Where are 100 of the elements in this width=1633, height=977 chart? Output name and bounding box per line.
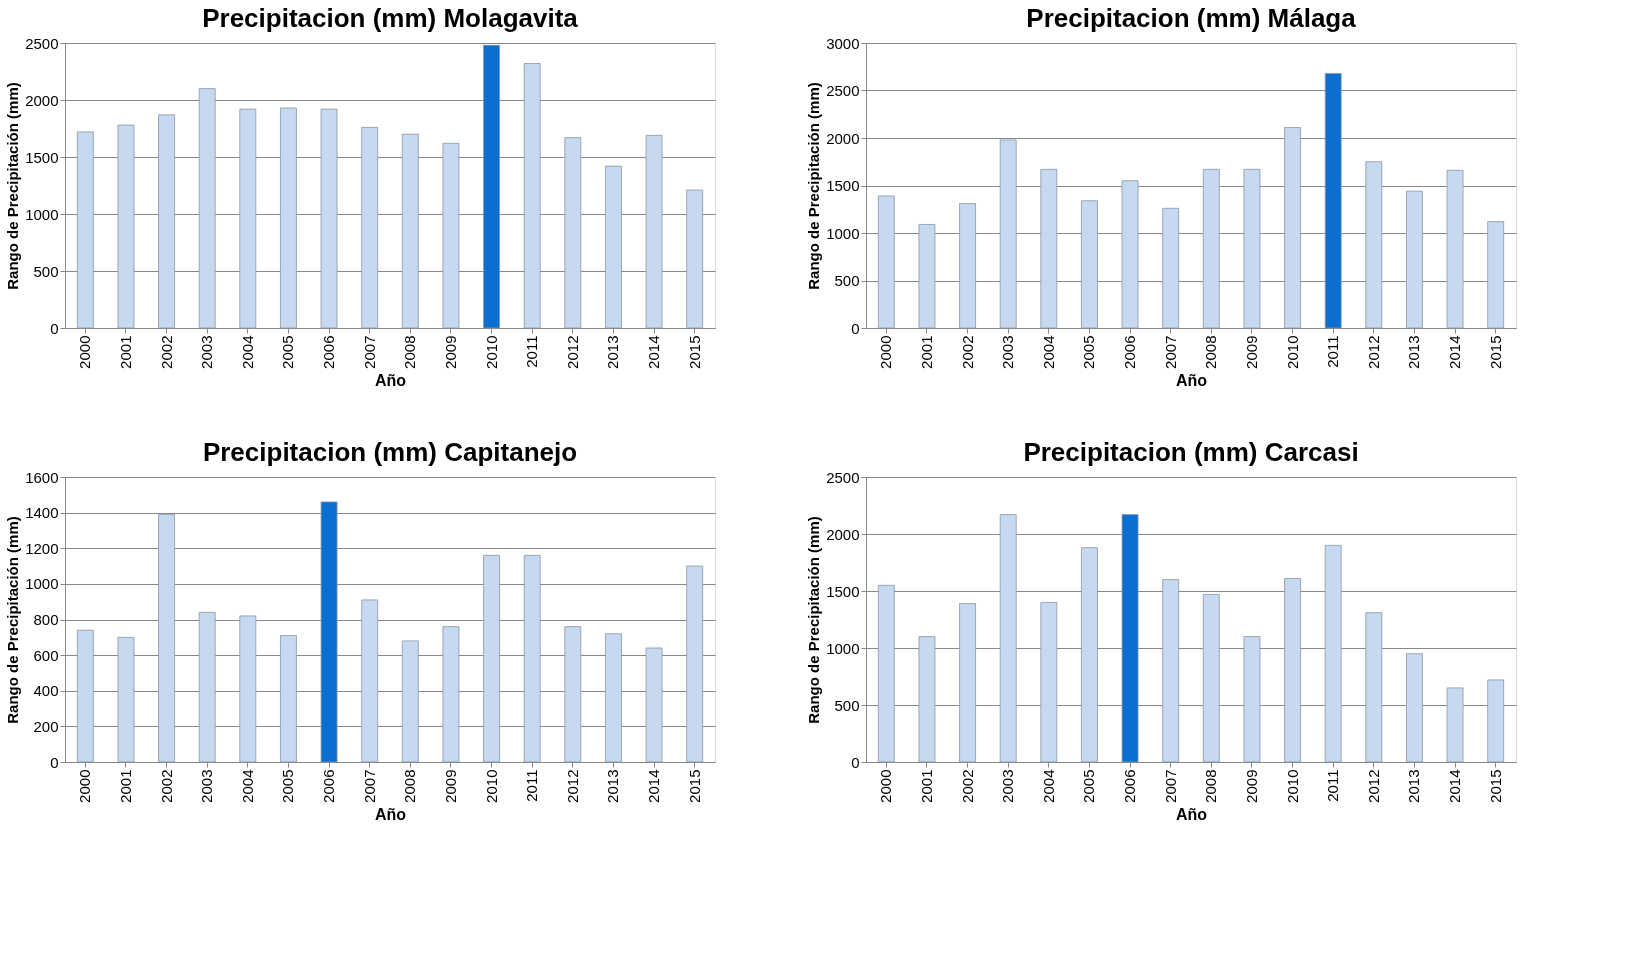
bar bbox=[1243, 636, 1261, 763]
x-tick-label: 2002 bbox=[958, 769, 976, 803]
bar bbox=[1040, 602, 1058, 763]
x-tick-label: 2003 bbox=[999, 335, 1017, 369]
x-tick-label: 2000 bbox=[76, 335, 94, 369]
x-tick-label: 2012 bbox=[1364, 335, 1382, 369]
y-tick-label: 0 bbox=[50, 753, 59, 771]
x-tick-label: 2012 bbox=[1364, 769, 1382, 803]
x-tick-label: 2013 bbox=[1405, 769, 1423, 803]
y-tick-label: 500 bbox=[834, 272, 860, 289]
x-tick-label: 2007 bbox=[360, 335, 378, 369]
bar bbox=[1162, 207, 1180, 329]
bar bbox=[117, 636, 135, 763]
x-tick-label: 2011 bbox=[523, 335, 541, 368]
y-tick-label: 0 bbox=[851, 319, 860, 337]
y-tick-label: 1000 bbox=[25, 575, 59, 593]
bar bbox=[523, 63, 541, 329]
x-tick-label: 2011 bbox=[1324, 335, 1342, 368]
bar bbox=[76, 629, 94, 763]
y-axis-title: Rango de Precipitación (mm) bbox=[4, 82, 22, 290]
bar bbox=[1365, 612, 1383, 763]
y-tick-label: 500 bbox=[834, 696, 860, 714]
x-tick-label: 2005 bbox=[279, 335, 297, 369]
x-tick-label: 2014 bbox=[645, 335, 663, 369]
x-tick-label: 2009 bbox=[1242, 769, 1260, 803]
x-tick-label: 2008 bbox=[401, 335, 419, 369]
bar bbox=[1446, 169, 1464, 329]
y-tick-label: 800 bbox=[33, 611, 59, 628]
x-tick-label: 2015 bbox=[1486, 335, 1504, 369]
x-tick-label: 2004 bbox=[1039, 335, 1057, 369]
x-tick-label: 2010 bbox=[482, 769, 500, 803]
x-tick-label: 2014 bbox=[1446, 335, 1464, 369]
y-tick-label: 2000 bbox=[25, 91, 59, 109]
y-tick-label: 1200 bbox=[25, 539, 59, 557]
x-tick-label: 2004 bbox=[238, 335, 256, 369]
y-axis-title: Rango de Precipitación (mm) bbox=[805, 516, 823, 724]
x-tick-label: 2006 bbox=[1121, 335, 1139, 369]
bar bbox=[239, 108, 257, 329]
x-tick-label: 2014 bbox=[1446, 769, 1464, 803]
x-tick-label: 2013 bbox=[604, 335, 622, 369]
x-tick-label: 2013 bbox=[604, 769, 622, 803]
x-tick-label: 2001 bbox=[917, 335, 935, 369]
bar bbox=[361, 599, 379, 763]
bar bbox=[1162, 579, 1180, 763]
bar bbox=[442, 142, 460, 329]
bar bbox=[198, 88, 216, 329]
y-axis-title: Rango de Precipitación (mm) bbox=[805, 82, 823, 290]
bar bbox=[198, 611, 216, 763]
bar bbox=[158, 114, 175, 329]
y-tick-label: 2000 bbox=[826, 129, 860, 147]
x-tick-label: 2001 bbox=[116, 335, 134, 369]
bar bbox=[280, 107, 297, 329]
x-tick-label: 2006 bbox=[320, 335, 338, 369]
x-tick-label: 2006 bbox=[320, 769, 338, 803]
chart-title: Precipitacion (mm) Málaga bbox=[1026, 3, 1357, 33]
x-tick-label: 2003 bbox=[198, 769, 216, 803]
y-tick-label: 600 bbox=[33, 646, 59, 664]
x-tick-label: 2011 bbox=[1324, 769, 1342, 802]
y-tick-label: 0 bbox=[50, 319, 59, 337]
x-tick-label: 2000 bbox=[877, 335, 895, 369]
bar bbox=[1243, 168, 1261, 329]
bar bbox=[239, 615, 257, 763]
y-tick-label: 1500 bbox=[25, 148, 59, 166]
bar bbox=[483, 44, 500, 329]
bar bbox=[1202, 168, 1220, 329]
x-tick-label: 2007 bbox=[1161, 769, 1179, 803]
bar bbox=[401, 640, 419, 763]
y-tick-label: 2500 bbox=[25, 34, 59, 52]
x-tick-label: 2005 bbox=[1080, 335, 1098, 369]
bar bbox=[1040, 168, 1058, 329]
y-tick-label: 1000 bbox=[826, 224, 860, 242]
bar bbox=[564, 626, 582, 763]
bar bbox=[959, 603, 976, 763]
bar bbox=[320, 108, 338, 329]
y-tick-label: 1400 bbox=[25, 504, 59, 522]
x-tick-label: 2002 bbox=[157, 335, 175, 369]
x-tick-label: 2004 bbox=[1039, 769, 1057, 803]
bar bbox=[1081, 547, 1098, 763]
bar bbox=[76, 131, 94, 329]
x-tick-label: 2002 bbox=[958, 335, 976, 369]
x-axis-title: Año bbox=[374, 805, 407, 823]
bar bbox=[401, 133, 419, 329]
bar bbox=[280, 635, 297, 763]
bar bbox=[483, 554, 500, 763]
bar bbox=[1081, 200, 1098, 329]
bar bbox=[1284, 578, 1301, 763]
x-tick-label: 2003 bbox=[999, 769, 1017, 803]
x-tick-label: 2012 bbox=[563, 335, 581, 369]
bar bbox=[1406, 190, 1423, 329]
y-tick-label: 1600 bbox=[25, 468, 59, 486]
bar bbox=[877, 195, 895, 329]
bar bbox=[1121, 180, 1139, 329]
bar bbox=[686, 565, 704, 763]
bar bbox=[442, 626, 460, 763]
bar bbox=[564, 137, 582, 329]
x-tick-label: 2009 bbox=[1242, 335, 1260, 369]
x-tick-label: 2007 bbox=[1161, 335, 1179, 369]
bar bbox=[918, 636, 936, 763]
x-tick-label: 2001 bbox=[917, 769, 935, 803]
bar bbox=[686, 189, 704, 329]
